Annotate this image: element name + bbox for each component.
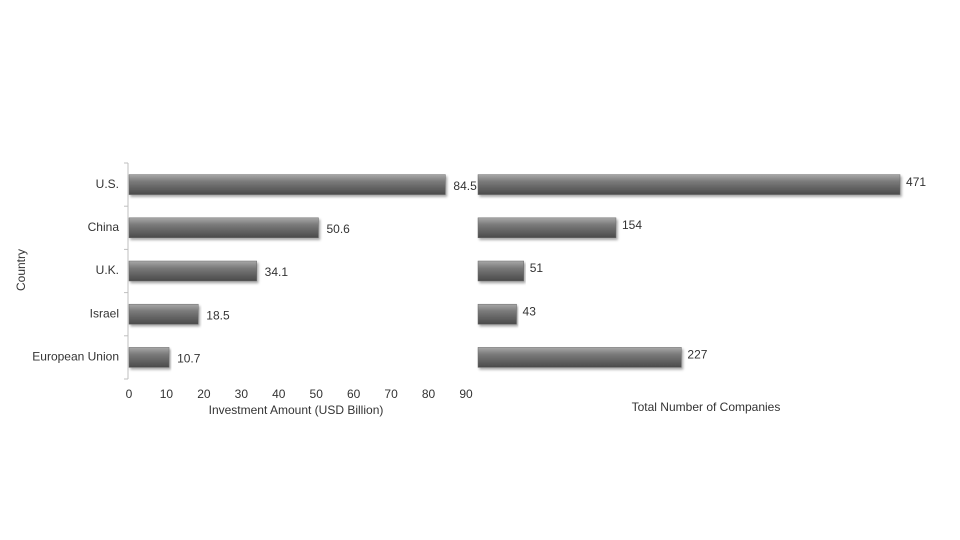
y-tick-label: Israel: [90, 306, 119, 320]
x-tick-label: 50: [310, 387, 324, 401]
x-tick-label: 80: [422, 387, 436, 401]
x-tick-label: 70: [384, 387, 398, 401]
value-label: 10.7: [177, 352, 201, 366]
x-tick-label: 90: [459, 387, 473, 401]
bar: [128, 347, 170, 368]
x-axis-title: Total Number of Companies: [632, 400, 781, 414]
value-label: 227: [687, 348, 707, 362]
bar: [128, 217, 319, 239]
value-label: 471: [906, 175, 926, 189]
y-axis-title: Country: [14, 249, 28, 291]
x-axis-title: Investment Amount (USD Billion): [209, 403, 384, 417]
value-label: 18.5: [206, 308, 230, 322]
bar: [477, 260, 524, 282]
x-tick-label: 30: [235, 387, 249, 401]
value-label: 34.1: [265, 265, 289, 279]
x-tick-label: 10: [160, 387, 174, 401]
value-label: 51: [530, 261, 544, 275]
y-tick-label: European Union: [32, 350, 119, 364]
bar: [477, 174, 901, 195]
value-label: 43: [523, 304, 537, 318]
bar: [477, 303, 517, 325]
bar: [477, 347, 682, 368]
bar: [128, 260, 257, 282]
y-tick-label: U.S.: [96, 177, 119, 191]
value-label: 84.5: [453, 179, 477, 193]
y-tick-label: China: [88, 220, 120, 234]
x-tick-label: 60: [347, 387, 361, 401]
value-label: 154: [622, 218, 642, 232]
x-tick-label: 20: [197, 387, 211, 401]
bar: [477, 217, 617, 239]
x-tick-label: 40: [272, 387, 286, 401]
x-tick-label: 0: [126, 387, 133, 401]
bar: [128, 174, 446, 195]
value-label: 50.6: [326, 222, 350, 236]
bar: [128, 303, 199, 325]
y-tick-label: U.K.: [96, 263, 119, 277]
